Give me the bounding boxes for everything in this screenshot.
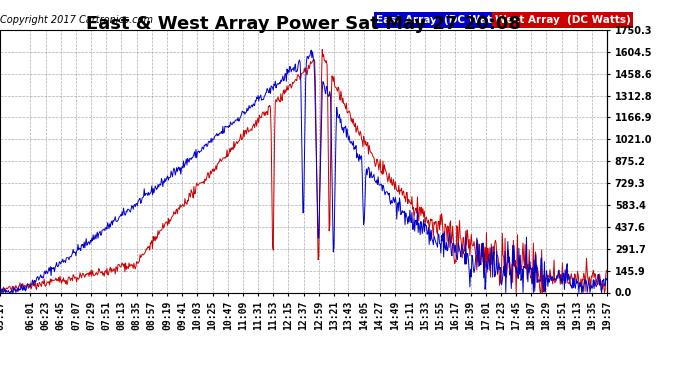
Text: East Array  (DC Watts): East Array (DC Watts) — [377, 15, 509, 25]
Text: West Array  (DC Watts): West Array (DC Watts) — [495, 15, 631, 25]
Text: Copyright 2017 Cartronics.com: Copyright 2017 Cartronics.com — [0, 15, 153, 25]
Text: East & West Array Power Sat May 27 20:08: East & West Array Power Sat May 27 20:08 — [86, 15, 521, 33]
